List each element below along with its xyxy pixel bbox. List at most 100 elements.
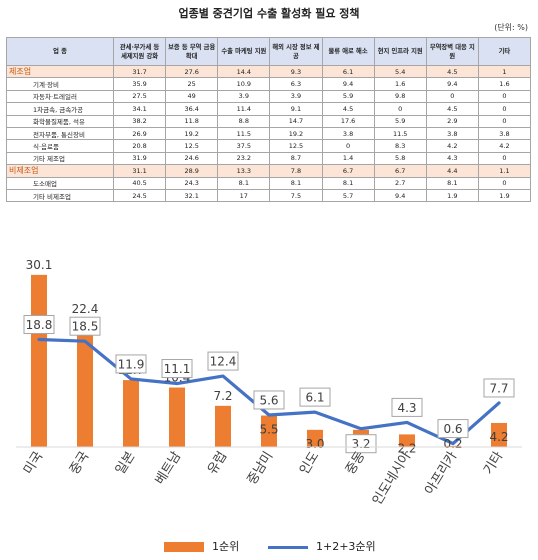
row-label: 1차금속, 금속가공 [6, 102, 114, 116]
table-group-row: 비제조업 31.1 28.9 13.3 7.8 6.7 6.7 4.4 1.1 [6, 164, 532, 178]
table-cell: 6.1 [321, 64, 375, 79]
table-cell: 3.8 [321, 126, 375, 141]
table-cell: 10.9 [217, 77, 271, 91]
table-row: 도소매업 40.5 24.3 8.1 8.1 8.1 2.7 8.1 0 [6, 176, 532, 190]
table-cell: 37.5 [217, 139, 271, 153]
table-cell: 8.3 [373, 139, 427, 153]
row-label: 자동차·트레일러 [6, 89, 114, 104]
table-cell: 1.6 [373, 77, 427, 91]
table-cell: 6.7 [321, 164, 375, 178]
table-cell: 2.9 [425, 114, 479, 128]
table-cell: 24.5 [112, 188, 167, 203]
line-label-box [207, 351, 239, 371]
table-cell: 4.5 [321, 102, 375, 116]
table-cell: 8.1 [269, 176, 323, 190]
table-cell: 7.8 [269, 164, 323, 178]
table-cell: 14.4 [217, 64, 271, 79]
table-group-row: 제조업 31.7 27.6 14.4 9.3 6.1 5.4 4.5 1 [6, 64, 532, 79]
bar [491, 422, 507, 447]
table-cell: 0 [373, 102, 427, 116]
table-row: 화학물질제품, 석유 38.2 11.8 8.8 14.7 17.6 5.9 2.9 0 [6, 114, 532, 128]
line-label-box [299, 387, 331, 407]
table-cell: 31.7 [112, 64, 167, 79]
row-label: 전자부품, 통신장비 [6, 126, 114, 141]
line-label-box [253, 390, 285, 410]
table-cell: 11.4 [217, 102, 271, 116]
table-cell: 28.9 [165, 164, 219, 178]
table-cell: 25 [165, 77, 219, 91]
x-tick-label: 중동 [343, 449, 368, 477]
bar-data-label: 5.5 [259, 423, 278, 437]
table-cell: 49 [165, 89, 219, 104]
header-cell: 물류 애로 해소 [321, 37, 375, 66]
table-cell: 1.9 [477, 188, 532, 203]
row-label: 화학물질제품, 석유 [6, 114, 114, 128]
group-label: 제조업 [6, 64, 114, 79]
table-cell: 9.1 [269, 102, 323, 116]
bar [31, 274, 47, 447]
table-cell: 1 [477, 64, 532, 79]
bar-data-label: 22.4 [72, 302, 99, 316]
x-tick-label: 아프리카 [422, 449, 460, 498]
x-tick-label: 중남미 [245, 449, 277, 487]
line-label-box [69, 316, 101, 336]
legend-line-swatch [268, 545, 308, 549]
export-market-chart: 30.122.411.710.47.25.53.03.02.20.24.218.… [16, 258, 522, 508]
table-cell: 0 [321, 139, 375, 153]
table-cell: 40.5 [112, 176, 167, 190]
table-cell: 35.9 [112, 77, 167, 91]
table-cell: 31.9 [112, 151, 167, 166]
table-cell: 5.7 [321, 188, 375, 203]
header-cell: 무역장벽 대응 지원 [425, 37, 479, 66]
bar-data-label: 4.2 [489, 430, 508, 444]
table-cell: 0 [477, 151, 532, 166]
table-row: 식·음료품 20.8 12.5 37.5 12.5 0 8.3 4.2 4.2 [6, 139, 532, 153]
line-data-label: 18.5 [72, 320, 99, 334]
header-cell: 관세·부가세 등 세제지원 강화 [112, 37, 167, 66]
header-cell: 현지 인프라 지원 [373, 37, 427, 66]
group-label: 비제조업 [6, 164, 114, 178]
table-cell: 17.6 [321, 114, 375, 128]
table-cell: 4.5 [425, 102, 479, 116]
legend-label: 1+2+3순위 [316, 540, 376, 553]
page-title: 업종별 중견기업 수출 활성화 필요 정책 [178, 7, 360, 20]
table-cell: 12.5 [269, 139, 323, 153]
header-cell: 해외 시장 정보 제공 [269, 37, 323, 66]
table-cell: 4.4 [425, 164, 479, 178]
table-cell: 19.2 [165, 126, 219, 141]
table-cell: 7.5 [269, 188, 323, 203]
legend-bar-swatch [164, 542, 204, 552]
table-cell: 0 [425, 89, 479, 104]
table-cell: 9.4 [425, 77, 479, 91]
row-label: 기계·장비 [6, 77, 114, 91]
table-row: 1차금속, 금속가공 34.1 36.4 11.4 9.1 4.5 0 4.5 0 [6, 102, 532, 116]
table-cell: 3.8 [425, 126, 479, 141]
line-data-label: 18.8 [26, 318, 53, 332]
table-cell: 38.2 [112, 114, 167, 128]
line-label-box [437, 419, 469, 439]
table-cell: 1.9 [425, 188, 479, 203]
table-cell: 11.8 [165, 114, 219, 128]
table-row: 기계·장비 35.9 25 10.9 6.3 9.4 1.6 9.4 1.6 [6, 77, 532, 91]
table-cell: 13.3 [217, 164, 271, 178]
bar-data-label: 3.0 [305, 437, 324, 451]
table-cell: 32.1 [165, 188, 219, 203]
table-cell: 4.2 [425, 139, 479, 153]
line-label-box [115, 354, 147, 374]
table-body: 제조업 31.7 27.6 14.4 9.3 6.1 5.4 4.5 1 기계·장비 35.9 25 1… [6, 64, 532, 203]
line-data-label: 5.6 [259, 393, 278, 407]
table-cell: 5.4 [373, 64, 427, 79]
bar [399, 434, 415, 447]
bar-data-label: 7.2 [213, 389, 232, 403]
line-data-label: 11.1 [164, 362, 191, 376]
table-cell: 2.7 [373, 176, 427, 190]
table-cell: 11.5 [373, 126, 427, 141]
table-cell: 12.5 [165, 139, 219, 153]
table-cell: 6.3 [269, 77, 323, 91]
x-tick-label: 미국 [21, 449, 46, 477]
table-cell: 3.8 [477, 126, 532, 141]
table-cell: 8.1 [321, 176, 375, 190]
table-cell: 0 [477, 102, 532, 116]
row-label: 도소매업 [6, 176, 114, 190]
table-cell: 3.9 [217, 89, 271, 104]
